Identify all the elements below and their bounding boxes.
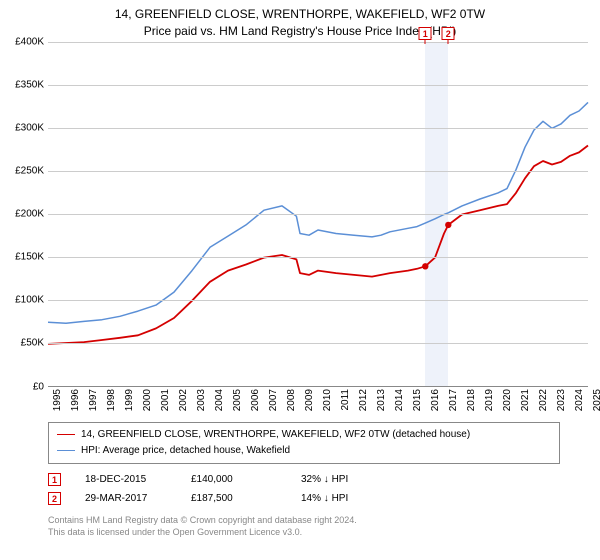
series-line-hpi xyxy=(48,102,588,323)
y-tick-label: £150K xyxy=(15,252,44,263)
grid-line xyxy=(48,42,588,43)
sale-date: 29-MAR-2017 xyxy=(61,489,191,508)
x-tick-label: 2022 xyxy=(538,389,549,411)
sale-annotation-marker: 2 xyxy=(48,492,61,505)
grid-line xyxy=(48,128,588,129)
sale-marker-2: 2 xyxy=(442,27,455,40)
legend-row: 14, GREENFIELD CLOSE, WRENTHORPE, WAKEFI… xyxy=(57,427,551,443)
footer-line-1: Contains HM Land Registry data © Crown c… xyxy=(48,514,560,527)
sale-hpi-delta: 32% ↓ HPI xyxy=(301,470,421,489)
x-tick-label: 2012 xyxy=(358,389,369,411)
x-tick-label: 2005 xyxy=(232,389,243,411)
legend: 14, GREENFIELD CLOSE, WRENTHORPE, WAKEFI… xyxy=(48,422,560,464)
x-tick-label: 2008 xyxy=(286,389,297,411)
x-tick-label: 2001 xyxy=(160,389,171,411)
grid-line xyxy=(48,171,588,172)
x-tick-label: 1995 xyxy=(52,389,63,411)
legend-swatch xyxy=(57,450,75,451)
grid-line xyxy=(48,257,588,258)
legend-label: 14, GREENFIELD CLOSE, WRENTHORPE, WAKEFI… xyxy=(81,427,470,443)
sale-annotation-row: 118-DEC-2015£140,00032% ↓ HPI xyxy=(48,470,560,489)
legend-swatch xyxy=(57,434,75,435)
y-axis: £0£50K£100K£150K£200K£250K£300K£350K£400… xyxy=(0,42,48,387)
x-tick-label: 1997 xyxy=(88,389,99,411)
title-line-2: Price paid vs. HM Land Registry's House … xyxy=(0,23,600,40)
x-tick-label: 2018 xyxy=(466,389,477,411)
grid-line xyxy=(48,214,588,215)
x-tick-label: 2019 xyxy=(484,389,495,411)
sale-annotation-marker: 1 xyxy=(48,473,61,486)
chart-title: 14, GREENFIELD CLOSE, WRENTHORPE, WAKEFI… xyxy=(0,0,600,42)
y-tick-label: £50K xyxy=(21,338,44,349)
plot-area: 12 xyxy=(48,42,588,387)
x-tick-label: 2017 xyxy=(448,389,459,411)
sale-price: £187,500 xyxy=(191,489,301,508)
x-tick-label: 2002 xyxy=(178,389,189,411)
sale-price: £140,000 xyxy=(191,470,301,489)
y-tick-label: £350K xyxy=(15,79,44,90)
x-tick-label: 1996 xyxy=(70,389,81,411)
grid-line xyxy=(48,343,588,344)
x-tick-label: 2000 xyxy=(142,389,153,411)
x-tick-label: 2010 xyxy=(322,389,333,411)
grid-line xyxy=(48,300,588,301)
sale-marker-1: 1 xyxy=(419,27,432,40)
x-tick-label: 2021 xyxy=(520,389,531,411)
x-tick-label: 2011 xyxy=(340,389,351,411)
legend-row: HPI: Average price, detached house, Wake… xyxy=(57,443,551,459)
x-tick-label: 2025 xyxy=(592,389,600,411)
x-tick-label: 2016 xyxy=(430,389,441,411)
footer-text: Contains HM Land Registry data © Crown c… xyxy=(48,514,560,539)
x-tick-label: 2009 xyxy=(304,389,315,411)
legend-label: HPI: Average price, detached house, Wake… xyxy=(81,443,290,459)
y-tick-label: £250K xyxy=(15,165,44,176)
x-tick-label: 2024 xyxy=(574,389,585,411)
x-tick-label: 2015 xyxy=(412,389,423,411)
sale-point-2 xyxy=(445,221,451,227)
sale-point-1 xyxy=(422,263,428,269)
sale-date: 18-DEC-2015 xyxy=(61,470,191,489)
sale-hpi-delta: 14% ↓ HPI xyxy=(301,489,421,508)
sale-annotation-row: 229-MAR-2017£187,50014% ↓ HPI xyxy=(48,489,560,508)
sale-annotations: 118-DEC-2015£140,00032% ↓ HPI229-MAR-201… xyxy=(48,470,560,508)
x-tick-label: 1999 xyxy=(124,389,135,411)
x-tick-label: 2003 xyxy=(196,389,207,411)
y-tick-label: £200K xyxy=(15,209,44,220)
x-axis: 1995 1996 1997 1998 1999 2000 2001 2002 2003 2004… xyxy=(48,387,588,422)
x-tick-label: 1998 xyxy=(106,389,117,411)
y-tick-label: £100K xyxy=(15,295,44,306)
x-tick-label: 2014 xyxy=(394,389,405,411)
y-tick-label: £400K xyxy=(15,36,44,47)
y-tick-label: £0 xyxy=(33,381,44,392)
y-tick-label: £300K xyxy=(15,122,44,133)
x-tick-label: 2006 xyxy=(250,389,261,411)
x-tick-label: 2013 xyxy=(376,389,387,411)
x-tick-label: 2004 xyxy=(214,389,225,411)
x-tick-label: 2020 xyxy=(502,389,513,411)
title-line-1: 14, GREENFIELD CLOSE, WRENTHORPE, WAKEFI… xyxy=(0,6,600,23)
grid-line xyxy=(48,85,588,86)
x-tick-label: 2007 xyxy=(268,389,279,411)
x-tick-label: 2023 xyxy=(556,389,567,411)
footer-line-2: This data is licensed under the Open Gov… xyxy=(48,526,560,539)
chart-area: £0£50K£100K£150K£200K£250K£300K£350K£400… xyxy=(0,42,600,422)
